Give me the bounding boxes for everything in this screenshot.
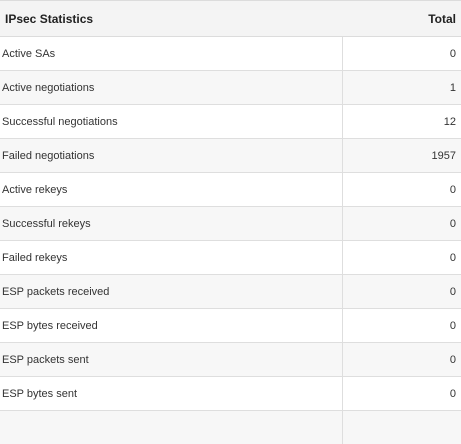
row-value: 1957 — [341, 138, 461, 173]
row-label: Active rekeys — [0, 172, 342, 207]
table-row: Active negotiations 1 — [0, 70, 461, 105]
row-value: 0 — [341, 206, 461, 241]
row-label: Active SAs — [0, 36, 342, 71]
row-value: 0 — [341, 240, 461, 275]
table-row: Failed rekeys 0 — [0, 240, 461, 275]
row-value: 0 — [341, 342, 461, 377]
row-value: 1 — [341, 70, 461, 105]
empty-table-row — [0, 410, 461, 444]
row-label: Successful rekeys — [0, 206, 342, 241]
table-row: ESP bytes received 0 — [0, 308, 461, 343]
row-label: Active negotiations — [0, 70, 342, 105]
row-label: Failed negotiations — [0, 138, 342, 173]
table-row: ESP packets sent 0 — [0, 342, 461, 377]
row-value: 0 — [341, 172, 461, 207]
row-label: ESP bytes received — [0, 308, 342, 343]
table-row: Successful negotiations 12 — [0, 104, 461, 139]
table-row: Successful rekeys 0 — [0, 206, 461, 241]
row-label: Failed rekeys — [0, 240, 342, 275]
table-row: ESP bytes sent 0 — [0, 376, 461, 411]
row-label: ESP packets sent — [0, 342, 342, 377]
row-label: ESP packets received — [0, 274, 342, 309]
table-row: ESP packets received 0 — [0, 274, 461, 309]
empty-cell — [341, 410, 461, 444]
table-row: Failed negotiations 1957 — [0, 138, 461, 173]
column-header-total[interactable]: Total — [342, 0, 461, 37]
table-row: Active SAs 0 — [0, 36, 461, 71]
row-value: 0 — [341, 376, 461, 411]
row-label: ESP bytes sent — [0, 376, 342, 411]
table-header-row: IPsec Statistics Total — [0, 0, 461, 37]
row-value: 0 — [341, 274, 461, 309]
empty-cell — [0, 410, 342, 444]
row-value: 12 — [341, 104, 461, 139]
table-row: Active rekeys 0 — [0, 172, 461, 207]
row-value: 0 — [341, 36, 461, 71]
column-header-ipsec-statistics[interactable]: IPsec Statistics — [0, 0, 342, 37]
row-label: Successful negotiations — [0, 104, 342, 139]
row-value: 0 — [341, 308, 461, 343]
